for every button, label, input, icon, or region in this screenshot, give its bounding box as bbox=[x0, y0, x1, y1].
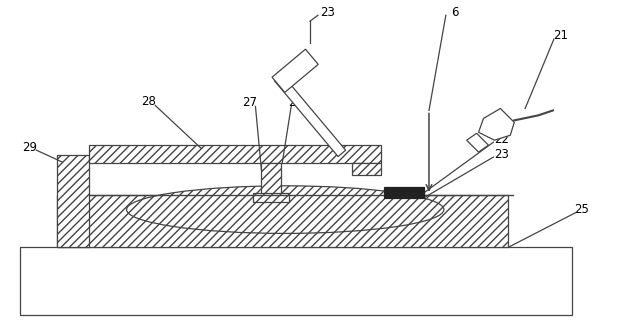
Text: 25: 25 bbox=[574, 203, 589, 216]
Text: 27: 27 bbox=[242, 96, 257, 109]
Bar bbox=[262, 163, 281, 195]
Text: 21: 21 bbox=[554, 29, 569, 42]
Bar bbox=[89, 145, 381, 163]
Bar bbox=[57, 195, 508, 247]
Bar bbox=[20, 247, 572, 315]
Ellipse shape bbox=[126, 186, 444, 234]
Text: 28: 28 bbox=[141, 95, 156, 108]
Polygon shape bbox=[274, 74, 346, 156]
Text: 22: 22 bbox=[494, 133, 509, 146]
Text: 29: 29 bbox=[22, 141, 37, 154]
Text: 23: 23 bbox=[321, 6, 335, 19]
Bar bbox=[352, 163, 381, 175]
Polygon shape bbox=[479, 109, 514, 140]
Bar bbox=[57, 155, 89, 247]
Bar bbox=[384, 187, 424, 198]
Text: 26: 26 bbox=[288, 96, 303, 109]
Polygon shape bbox=[467, 133, 489, 152]
Text: 6: 6 bbox=[451, 6, 459, 19]
Polygon shape bbox=[272, 49, 318, 92]
Text: 23: 23 bbox=[494, 148, 509, 161]
Bar bbox=[254, 193, 289, 202]
